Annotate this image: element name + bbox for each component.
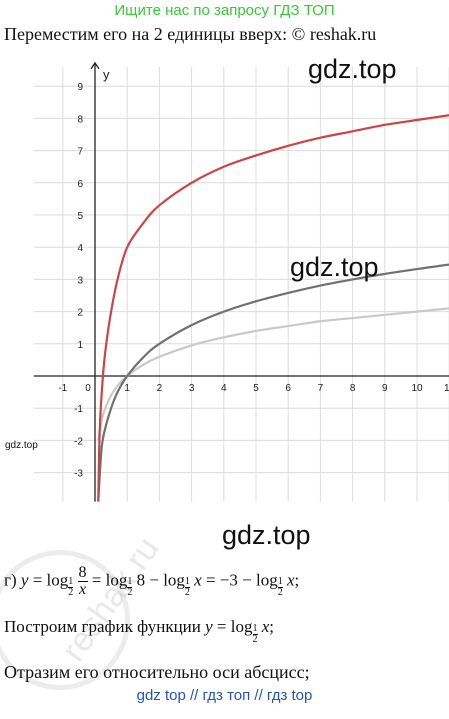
curve-series-2 bbox=[97, 263, 449, 502]
x-tick-label: 6 bbox=[285, 383, 291, 394]
x-tick-label: 10 bbox=[411, 383, 423, 394]
axes bbox=[33, 61, 449, 502]
formula-build-graph: Построим график функции y = log 1 2 x; bbox=[4, 617, 275, 645]
grid bbox=[33, 66, 449, 502]
x-tick-label: 3 bbox=[189, 383, 195, 394]
y-tick-label: 8 bbox=[77, 114, 83, 125]
bottom-banner[interactable]: gdz top // гдз топ // гдз top bbox=[136, 687, 313, 704]
x-tick-label: 0 bbox=[85, 383, 91, 394]
y-tick-label: 9 bbox=[77, 82, 83, 93]
y-tick-label: 6 bbox=[77, 179, 83, 190]
y-axis-arrow bbox=[90, 61, 100, 70]
x-tick-label: 2 bbox=[157, 383, 163, 394]
y-tick-label: 2 bbox=[77, 308, 83, 319]
curve-series-1 bbox=[97, 307, 449, 441]
y-tick-label: 3 bbox=[77, 275, 83, 286]
y-tick-label: -1 bbox=[74, 404, 83, 415]
watermark: gdz.top bbox=[308, 54, 397, 84]
x-tick-label: 5 bbox=[253, 383, 259, 394]
text-line-3: Отразим его относительно оси абсцисс; bbox=[4, 662, 310, 682]
y-tick-label: 7 bbox=[77, 147, 83, 158]
y-tick-label: 4 bbox=[77, 243, 83, 254]
curve-series-3 bbox=[97, 114, 449, 502]
top-banner[interactable]: Ищите нас по запросу ГДЗ ТОП bbox=[114, 2, 335, 19]
x-tick-label: 11 bbox=[444, 383, 449, 394]
x-tick-label: 7 bbox=[318, 383, 324, 394]
y-tick-label: -2 bbox=[74, 436, 83, 447]
x-tick-label: 1 bbox=[124, 383, 130, 394]
curves bbox=[97, 114, 449, 502]
x-tick-label: 9 bbox=[382, 383, 388, 394]
text-line-1: Переместим его на 2 единицы вверх: © res… bbox=[4, 24, 377, 44]
watermark: gdz.top bbox=[290, 252, 379, 282]
watermark: gdz.top bbox=[222, 520, 311, 550]
watermark: gdz.top bbox=[5, 440, 38, 451]
y-tick-label: 5 bbox=[77, 211, 83, 222]
x-tick-label: -1 bbox=[58, 383, 67, 394]
y-tick-label: -3 bbox=[74, 469, 83, 480]
x-tick-label: 4 bbox=[221, 383, 227, 394]
x-tick-label: 8 bbox=[350, 383, 356, 394]
y-tick-label: 1 bbox=[77, 340, 83, 351]
y-axis-label: y bbox=[103, 67, 110, 82]
